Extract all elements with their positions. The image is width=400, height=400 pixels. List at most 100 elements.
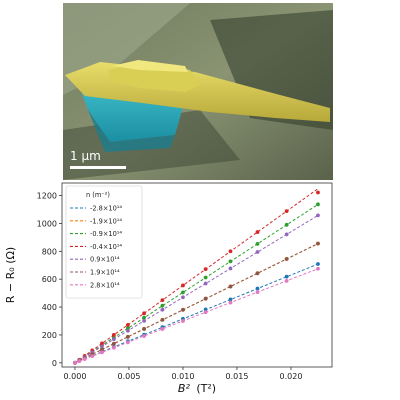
legend-title: n (m⁻²) — [86, 191, 110, 199]
legend-label: 2.8×10¹⁴ — [90, 281, 120, 289]
data-point — [228, 300, 233, 305]
y-tick-label: 400 — [42, 303, 57, 312]
series-6 — [73, 266, 320, 365]
data-point — [203, 307, 208, 312]
x-tick-label: 0.005 — [118, 372, 141, 381]
data-point — [181, 283, 185, 288]
data-point — [142, 334, 146, 338]
legend-label: -0.4×10¹⁴ — [90, 243, 122, 251]
data-point — [284, 257, 289, 261]
data-point — [203, 296, 208, 301]
data-point — [111, 337, 116, 342]
y-tick-label: 800 — [42, 247, 57, 256]
data-point — [111, 333, 116, 337]
data-point — [284, 209, 289, 214]
data-point — [100, 347, 104, 352]
data-point — [111, 345, 116, 350]
y-tick-label: 0 — [52, 359, 57, 368]
data-point — [255, 250, 260, 254]
fit-line — [74, 204, 319, 364]
x-axis-label-quantity: B² — [178, 382, 191, 395]
gold-block-top — [112, 60, 188, 72]
data-point — [142, 315, 146, 320]
data-point — [100, 341, 104, 346]
data-point — [90, 354, 95, 359]
data-point — [228, 259, 233, 264]
fit-line — [74, 268, 319, 364]
y-tick-label: 1200 — [37, 192, 57, 201]
data-point — [160, 298, 165, 302]
data-point — [228, 284, 233, 289]
data-point — [142, 327, 146, 331]
data-point — [255, 271, 260, 276]
data-point — [255, 242, 260, 246]
legend: n (m⁻²) -2.8×10¹⁴ -1.9×10¹⁴ -0.9×10¹⁴ -0.4×… — [65, 185, 143, 299]
x-tick-label: 0.015 — [226, 372, 249, 381]
legend-label: 1.9×10¹⁴ — [90, 269, 120, 277]
data-point — [125, 328, 130, 333]
data-point — [203, 281, 208, 286]
data-point — [142, 311, 146, 316]
data-point — [73, 360, 77, 365]
x-tick-label: 0.020 — [280, 372, 303, 381]
legend-label: 0.9×10¹⁴ — [90, 256, 120, 264]
y-tick-label: 200 — [42, 331, 57, 340]
sem-image: 1 μm — [63, 3, 333, 180]
x-tick-label: 0.010 — [172, 372, 195, 381]
y-axis-ticks: 0 200 400 600 800 1000 1200 — [37, 192, 62, 368]
legend-label: -1.9×10¹⁴ — [90, 217, 122, 225]
data-point — [125, 323, 130, 327]
data-point — [160, 317, 165, 322]
data-point — [125, 334, 130, 339]
data-point — [181, 319, 185, 323]
data-point — [100, 350, 104, 355]
fit-line — [74, 214, 319, 364]
data-point — [316, 266, 320, 271]
legend-items: -2.8×10¹⁴ -1.9×10¹⁴ -0.9×10¹⁴ -0.4×10¹⁴ 0.9×… — [70, 205, 122, 289]
data-point — [203, 267, 208, 272]
legend-box — [65, 185, 143, 299]
data-point — [316, 213, 320, 218]
x-tick-label: 0.000 — [64, 372, 87, 381]
data-point — [181, 295, 185, 300]
series-layer — [73, 188, 320, 365]
svg-text:B² (T²): B² (T²) — [178, 382, 216, 395]
data-point — [100, 344, 104, 349]
x-axis-label-unit: (T²) — [196, 382, 216, 395]
data-point — [160, 303, 165, 308]
data-point — [181, 290, 185, 295]
data-point — [284, 278, 289, 283]
data-point — [316, 262, 320, 266]
fit-line — [74, 263, 319, 364]
data-point — [284, 274, 289, 279]
data-point — [111, 341, 116, 346]
y-axis-label: R − R₀ (Ω) — [4, 247, 17, 303]
x-axis-label: B² (T²) — [178, 382, 216, 395]
data-point — [255, 230, 260, 234]
membrane-edge — [88, 110, 175, 152]
legend-label: -0.9×10¹⁴ — [90, 230, 122, 238]
data-point — [203, 310, 208, 315]
data-point — [142, 318, 146, 323]
data-point — [160, 307, 165, 312]
data-point — [228, 249, 233, 254]
data-point — [316, 190, 320, 195]
scale-bar-label: 1 μm — [70, 149, 101, 163]
data-point — [82, 357, 87, 361]
y-tick-label: 1000 — [37, 219, 57, 228]
x-axis-ticks: 0.000 0.005 0.010 0.015 0.020 — [64, 367, 303, 381]
data-point — [316, 241, 320, 246]
data-point — [284, 232, 289, 237]
data-point — [255, 286, 260, 291]
data-point — [160, 327, 165, 331]
data-point — [181, 307, 185, 312]
data-point — [284, 222, 289, 227]
data-point — [228, 266, 233, 271]
data-point — [228, 297, 233, 302]
data-point — [255, 290, 260, 295]
data-point — [316, 202, 320, 207]
legend-label: -2.8×10¹⁴ — [90, 205, 122, 213]
data-point — [77, 359, 82, 364]
